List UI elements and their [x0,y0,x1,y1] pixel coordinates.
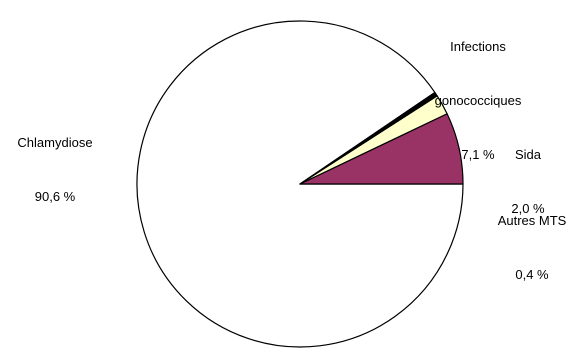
pie-slice-autres-mts [299,91,438,185]
slice-value-infections-gonococciques: 7,1 % [461,147,495,162]
slice-label-autres-mts-name: Autres MTS [497,213,567,228]
slice-label-infections-gonococciques-line-2: gonococciques [434,93,522,108]
slice-value-autres-mts: 0,4 % [515,267,549,282]
slice-value-chlamydiose: 90,6 % [34,189,76,204]
slice-label-chlamydiose: Chlamydiose 90,6 % [5,98,105,224]
slice-label-infections-gonococciques-line-1: Infections [450,39,506,54]
pie-slices [136,20,464,348]
slice-label-autres-mts: Autres MTS 0,4 % [486,176,578,302]
slice-value-sida: 2,0 % [511,201,545,216]
slice-label-sida-name: Sida [514,147,542,162]
slice-label-sida: Sida 2,0 % [488,110,568,236]
slice-label-infections-gonococciques: Infections gonococciques 7,1 % [418,2,538,182]
slice-label-chlamydiose-name: Chlamydiose [17,135,93,150]
